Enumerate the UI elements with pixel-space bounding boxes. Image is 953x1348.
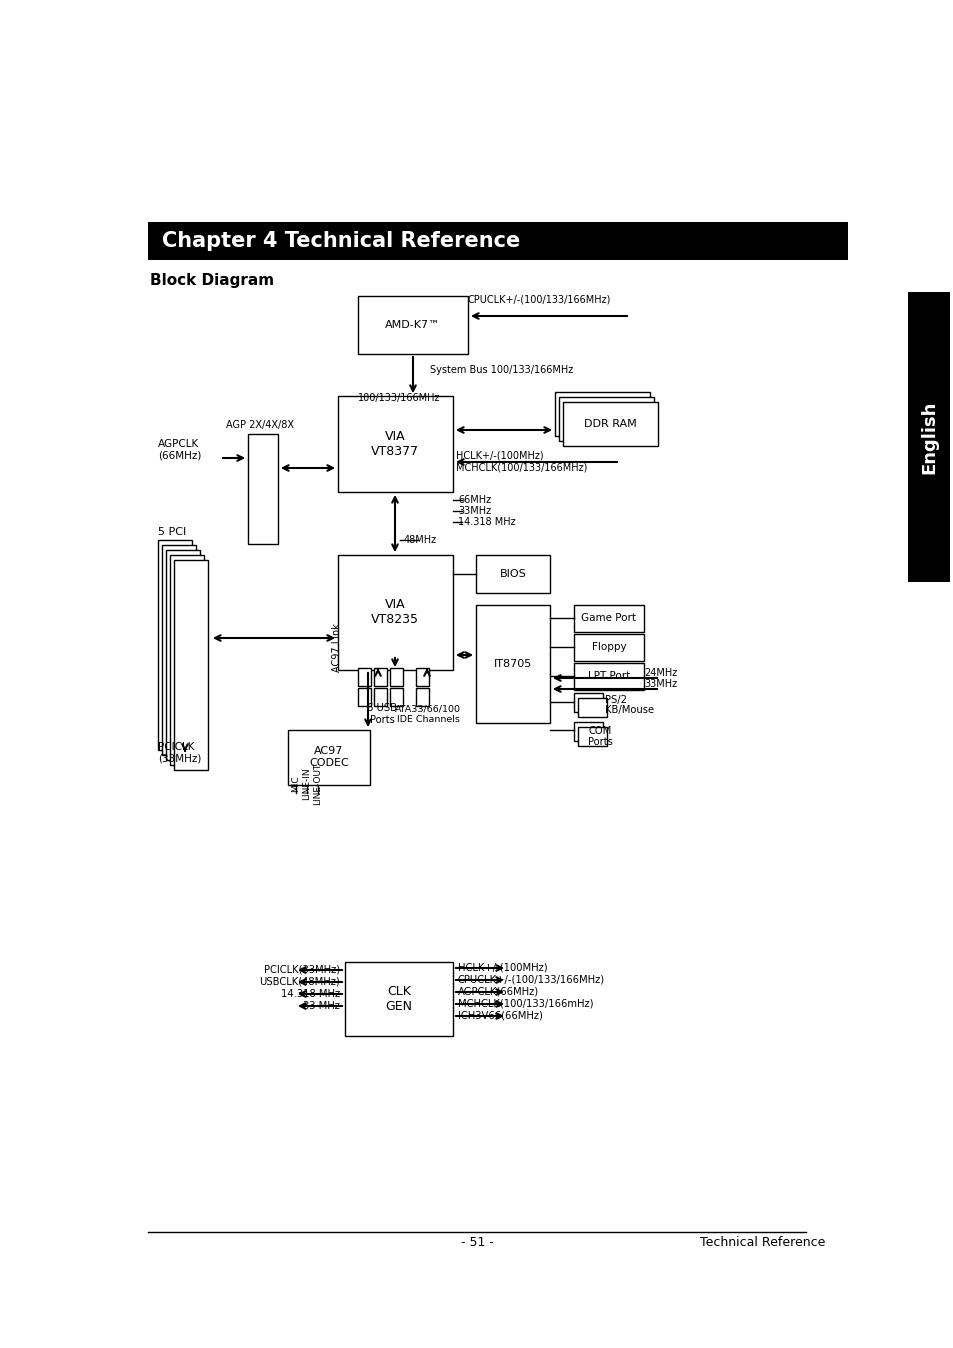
Bar — [390, 669, 402, 686]
Text: Game Port: Game Port — [581, 613, 636, 623]
Text: HCLK+/-(100MHz): HCLK+/-(100MHz) — [457, 962, 547, 973]
Text: AGP 2X/4X/8X: AGP 2X/4X/8X — [226, 421, 294, 430]
Text: 24MHz: 24MHz — [643, 669, 677, 678]
Text: 100/133/166MHz: 100/133/166MHz — [357, 394, 440, 403]
Text: PCICLK(33MHz): PCICLK(33MHz) — [264, 965, 339, 975]
Bar — [416, 687, 429, 706]
Bar — [562, 402, 658, 446]
Text: English: English — [919, 400, 937, 473]
Text: Technical Reference: Technical Reference — [700, 1236, 824, 1250]
Bar — [337, 555, 453, 670]
Text: BIOS: BIOS — [499, 569, 526, 580]
Bar — [476, 605, 550, 723]
Bar — [357, 687, 371, 706]
Text: - 51 -: - 51 - — [460, 1236, 493, 1250]
Bar — [574, 634, 643, 661]
Bar — [578, 727, 606, 745]
Text: 14.318 MHz: 14.318 MHz — [280, 989, 339, 999]
Bar — [574, 723, 602, 741]
Text: 5 PCI: 5 PCI — [158, 527, 186, 537]
Bar — [390, 687, 402, 706]
Text: AGPCLK
(66MHz): AGPCLK (66MHz) — [158, 439, 201, 461]
Bar — [288, 731, 370, 785]
Bar — [337, 396, 453, 492]
Text: AGPCLK(66MHz): AGPCLK(66MHz) — [457, 987, 538, 998]
Text: HCLK+/-(100MHz): HCLK+/-(100MHz) — [456, 452, 543, 461]
Text: PS/2: PS/2 — [604, 696, 626, 705]
Bar — [166, 550, 200, 760]
Text: VIA
VT8377: VIA VT8377 — [371, 430, 418, 458]
Bar — [345, 962, 453, 1037]
Text: Chapter 4 Technical Reference: Chapter 4 Technical Reference — [162, 231, 519, 251]
Text: AMD-K7™: AMD-K7™ — [385, 319, 440, 330]
Text: 33 MHz: 33 MHz — [303, 1002, 339, 1011]
Text: KB/Mouse: KB/Mouse — [604, 705, 654, 714]
Text: LPT Port: LPT Port — [587, 671, 630, 681]
Text: 48MHz: 48MHz — [403, 535, 436, 545]
Text: 33MHz: 33MHz — [457, 506, 491, 516]
Text: AC97 Link: AC97 Link — [332, 624, 341, 673]
Text: Ports: Ports — [587, 737, 612, 747]
Text: System Bus 100/133/166MHz: System Bus 100/133/166MHz — [430, 365, 573, 375]
Bar — [148, 222, 847, 260]
Bar — [416, 669, 429, 686]
Text: CLK
GEN: CLK GEN — [385, 985, 412, 1012]
Text: PCICLK
(33MHz): PCICLK (33MHz) — [158, 743, 201, 764]
Text: AC97
CODEC: AC97 CODEC — [309, 747, 349, 768]
Bar — [374, 669, 387, 686]
Bar — [574, 693, 602, 712]
Text: MCHCLK(100/133/166MHz): MCHCLK(100/133/166MHz) — [456, 462, 587, 473]
Bar — [248, 434, 277, 545]
Bar — [907, 293, 949, 582]
Bar — [170, 555, 204, 766]
Bar — [574, 605, 643, 632]
Text: MCHCLK(100/133/166mHz): MCHCLK(100/133/166mHz) — [457, 999, 593, 1010]
Bar — [374, 687, 387, 706]
Text: 66MHz: 66MHz — [457, 495, 491, 506]
Text: 6 USB
Ports: 6 USB Ports — [367, 704, 396, 725]
Bar — [158, 541, 192, 749]
Text: VIA
VT8235: VIA VT8235 — [371, 599, 418, 625]
Text: LINE-IN: LINE-IN — [302, 768, 312, 801]
Text: ICH3V66(66MHz): ICH3V66(66MHz) — [457, 1011, 542, 1020]
Text: IT8705: IT8705 — [494, 659, 532, 669]
Text: CPUCLK+/-(100/133/166MHz): CPUCLK+/-(100/133/166MHz) — [468, 295, 611, 305]
Text: ATA33/66/100
IDE Channels: ATA33/66/100 IDE Channels — [395, 704, 460, 724]
Bar — [574, 663, 643, 690]
Text: COM: COM — [588, 727, 611, 736]
Bar — [357, 297, 468, 355]
Bar — [555, 392, 649, 435]
Bar — [578, 698, 606, 717]
Bar — [357, 669, 371, 686]
Text: 14.318 MHz: 14.318 MHz — [457, 518, 515, 527]
Text: MIC: MIC — [292, 775, 300, 793]
Text: USBCLK(48MHz): USBCLK(48MHz) — [259, 977, 339, 987]
Text: LINE-OUT: LINE-OUT — [314, 763, 322, 805]
Text: 33MHz: 33MHz — [643, 679, 677, 689]
Text: Floppy: Floppy — [591, 642, 626, 652]
Text: DDR RAM: DDR RAM — [583, 419, 636, 429]
Text: Block Diagram: Block Diagram — [150, 272, 274, 287]
Bar — [558, 398, 654, 441]
Bar — [173, 559, 208, 770]
Bar — [162, 545, 195, 755]
Text: CPUCLK+/-(100/133/166MHz): CPUCLK+/-(100/133/166MHz) — [457, 975, 604, 985]
Bar — [476, 555, 550, 593]
